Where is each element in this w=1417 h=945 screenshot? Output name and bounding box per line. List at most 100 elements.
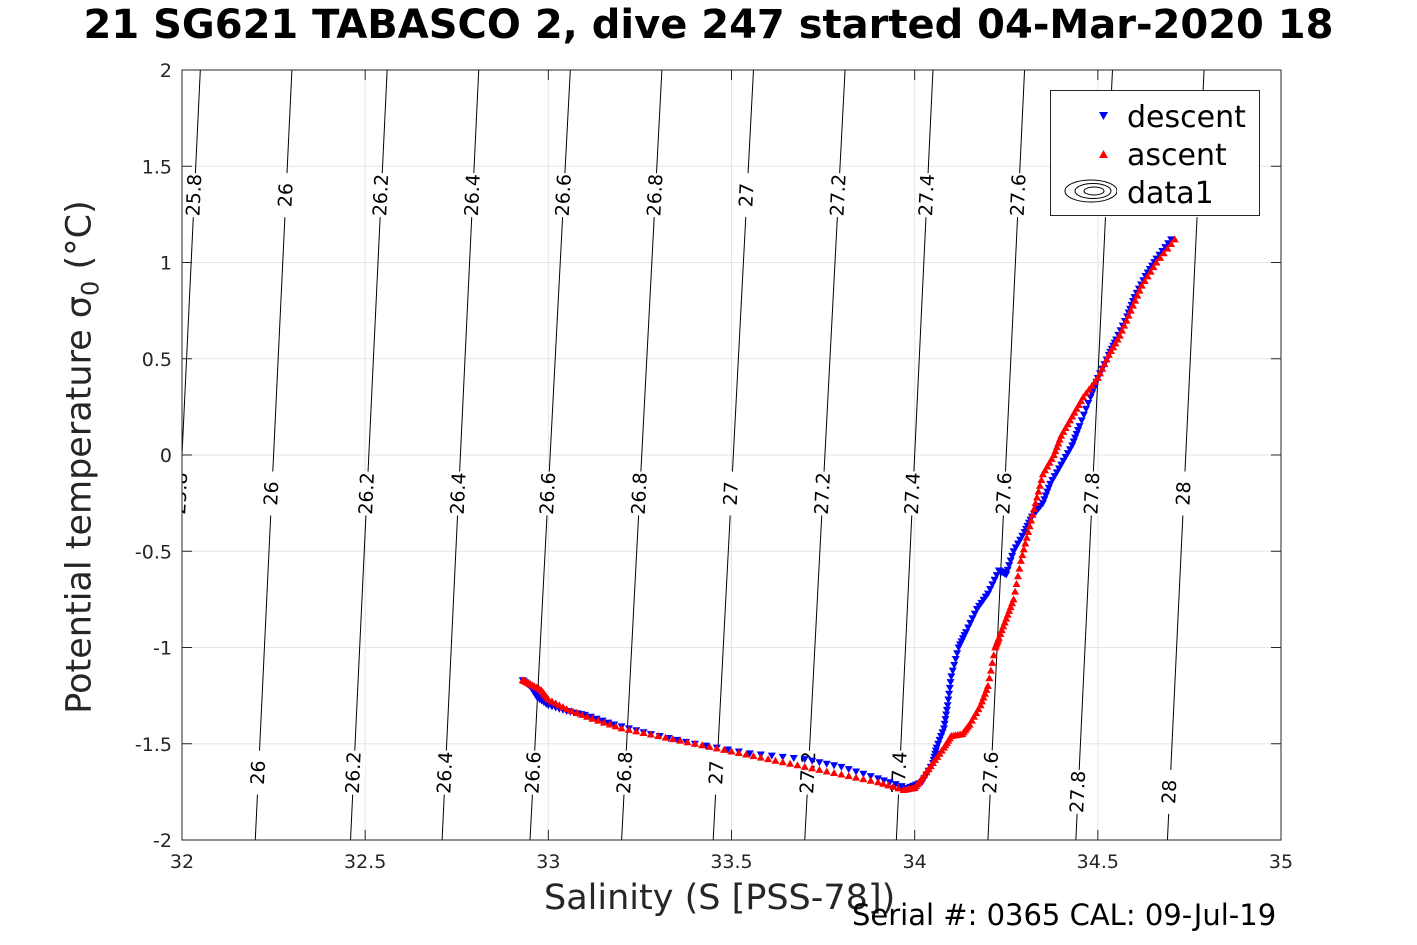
- contour-label-bg: [182, 172, 207, 218]
- ascent-marker: [1137, 281, 1146, 289]
- triangle-up-marker-icon: [1099, 150, 1108, 158]
- ascent-marker: [572, 708, 581, 716]
- descent-marker: [943, 702, 952, 710]
- ascent-marker: [970, 712, 979, 720]
- descent-marker: [778, 753, 787, 761]
- density-contour-label: 25.8: [182, 173, 206, 216]
- ascent-marker: [1065, 416, 1074, 424]
- contour-label-bg: [155, 750, 179, 795]
- descent-marker: [1002, 571, 1011, 579]
- contour-label-bg: [182, 471, 193, 516]
- descent-marker: [789, 754, 798, 762]
- descent-marker: [745, 750, 754, 758]
- ascent-marker: [1041, 466, 1050, 474]
- ascent-marker: [1000, 618, 1009, 626]
- ascent-marker: [1005, 606, 1014, 614]
- descent-marker: [891, 781, 900, 789]
- ascent-marker: [1146, 267, 1155, 275]
- ascent-marker: [1170, 235, 1179, 243]
- density-contour-label: 27.4: [901, 472, 925, 515]
- descent-marker: [837, 763, 846, 771]
- contour-label-bg: [914, 172, 940, 218]
- ascent-marker: [965, 720, 974, 728]
- ascent-marker: [1035, 481, 1044, 489]
- x-tick-label: 32.5: [344, 851, 386, 873]
- density-contour-label: 26.2: [342, 751, 366, 794]
- ascent-marker: [1129, 301, 1138, 309]
- contour-label-bg: [246, 750, 271, 796]
- ascent-marker: [1006, 603, 1015, 611]
- descent-marker: [942, 711, 951, 719]
- ascent-marker: [985, 674, 994, 682]
- ascent-marker: [1079, 393, 1088, 401]
- descent-marker: [950, 661, 959, 669]
- density-contour-label: 26: [247, 760, 270, 785]
- ascent-marker: [1033, 493, 1042, 501]
- ascent-marker: [879, 779, 888, 787]
- density-contour-label: 27.2: [826, 173, 850, 216]
- contour-label-bg: [1080, 471, 1105, 516]
- x-tick-label: 33: [536, 851, 560, 873]
- ascent-marker: [624, 725, 633, 733]
- ascent-marker: [1076, 397, 1085, 405]
- ascent-marker: [786, 759, 795, 767]
- ascent-marker: [690, 739, 699, 747]
- ascent-marker: [1038, 470, 1047, 478]
- density-contour-label: 26.4: [447, 472, 471, 515]
- contour-label-bg: [273, 172, 298, 218]
- descent-marker: [945, 684, 954, 692]
- ascent-marker: [683, 738, 692, 746]
- contour-label-bg: [992, 471, 1017, 516]
- density-contour-label: 26.6: [552, 173, 576, 216]
- descent-marker: [931, 750, 940, 758]
- ascent-marker: [976, 701, 985, 709]
- ascent-marker: [1156, 253, 1165, 261]
- ascent-marker: [793, 761, 802, 769]
- ascent-marker: [756, 753, 765, 761]
- ascent-marker: [661, 733, 670, 741]
- ascent-marker: [578, 710, 587, 718]
- descent-marker: [808, 757, 817, 765]
- descent-marker: [941, 716, 950, 724]
- descent-marker: [1005, 562, 1014, 570]
- ascent-marker: [1068, 412, 1077, 420]
- contour-label-bg: [643, 172, 668, 218]
- y-tick-label: 1.5: [142, 156, 172, 178]
- legend-label-descent: descent: [1127, 100, 1246, 135]
- ascent-marker: [1052, 443, 1061, 451]
- density-contour-label: 27: [705, 760, 728, 785]
- ascent-marker: [852, 773, 861, 781]
- contour-label-bg: [612, 750, 638, 796]
- contour-label-bg: [979, 750, 1004, 796]
- ascent-marker: [1096, 369, 1105, 377]
- ascent-marker: [749, 752, 758, 760]
- density-contour-label: 26.2: [355, 472, 379, 515]
- contour-label-bg: [900, 471, 925, 516]
- contour-label-bg: [796, 750, 821, 796]
- ascent-marker: [1009, 595, 1018, 603]
- ascent-marker: [1133, 291, 1142, 299]
- ascent-marker: [1002, 614, 1011, 622]
- descent-marker: [953, 650, 962, 658]
- density-contour-label: 26: [260, 481, 283, 506]
- ascent-marker: [1118, 326, 1127, 334]
- descent-marker: [944, 696, 953, 704]
- ascent-marker: [646, 730, 655, 738]
- ascent-marker: [1159, 249, 1168, 257]
- y-tick-label: -1.5: [135, 734, 172, 756]
- y-axis-label-symbol: σ: [59, 295, 100, 319]
- ascent-marker: [1012, 579, 1021, 587]
- descent-marker: [879, 777, 888, 785]
- descent-marker: [939, 725, 948, 733]
- descent-marker: [947, 673, 956, 681]
- x-axis-label: Salinity (S [PSS-78]): [544, 878, 896, 918]
- ascent-marker: [1152, 258, 1161, 266]
- ascent-marker: [822, 767, 831, 775]
- ascent-marker: [1124, 311, 1133, 319]
- ascent-marker: [639, 728, 648, 736]
- ascent-marker: [1090, 377, 1099, 385]
- ascent-marker: [986, 666, 995, 674]
- descent-marker: [822, 760, 831, 768]
- ascent-marker: [771, 756, 780, 764]
- contour-label-bg: [1171, 471, 1196, 516]
